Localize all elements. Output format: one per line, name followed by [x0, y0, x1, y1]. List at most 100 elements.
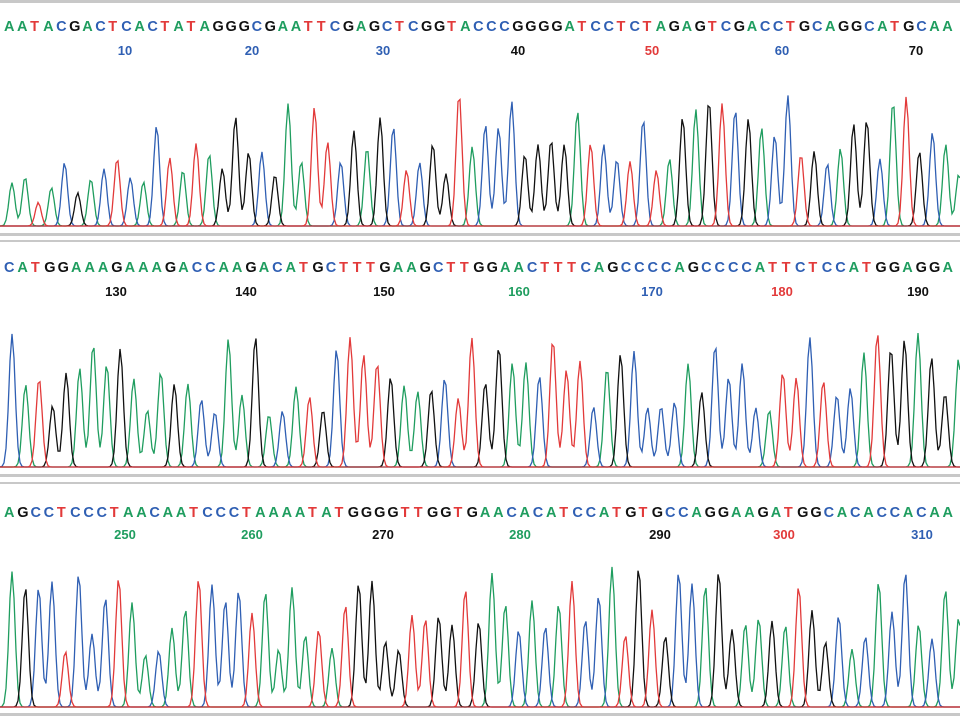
- trace-plot: [0, 566, 960, 708]
- base-call: T: [316, 19, 326, 35]
- base-call: T: [160, 19, 169, 35]
- base-call: A: [4, 505, 15, 521]
- base-call: A: [285, 260, 296, 276]
- base-call: C: [620, 260, 631, 276]
- base-call: A: [199, 19, 210, 35]
- base-call: A: [902, 505, 913, 521]
- panel-separator: [0, 474, 960, 477]
- base-call: G: [440, 505, 452, 521]
- base-call: T: [707, 19, 717, 35]
- base-call: A: [277, 19, 288, 35]
- base-call: A: [479, 505, 490, 521]
- base-call: A: [82, 19, 93, 35]
- base-call: A: [392, 260, 403, 276]
- base-call: C: [325, 260, 336, 276]
- base-call: C: [678, 505, 689, 521]
- base-call: A: [290, 19, 301, 35]
- base-call: C: [228, 505, 239, 521]
- position-tick: 70: [908, 43, 924, 58]
- base-call: G: [69, 19, 81, 35]
- position-tick: 50: [644, 43, 660, 58]
- base-call: G: [757, 505, 769, 521]
- base-call: G: [312, 260, 324, 276]
- base-call: T: [241, 505, 251, 521]
- base-call: G: [551, 19, 563, 35]
- base-call: C: [83, 505, 94, 521]
- base-call: T: [56, 505, 66, 521]
- base-call: G: [888, 260, 900, 276]
- base-call: G: [538, 19, 550, 35]
- base-call: A: [17, 19, 28, 35]
- base-call: A: [17, 260, 28, 276]
- base-call: T: [567, 260, 576, 276]
- base-call: A: [43, 19, 54, 35]
- base-call: T: [642, 19, 652, 35]
- base-call: C: [473, 19, 484, 35]
- base-call: T: [638, 505, 648, 521]
- base-call: C: [714, 260, 725, 276]
- base-call: T: [577, 19, 586, 35]
- base-call: G: [17, 505, 29, 521]
- base-call: C: [526, 260, 537, 276]
- base-call: A: [173, 19, 184, 35]
- base-call: A: [138, 260, 149, 276]
- base-call: C: [95, 19, 106, 35]
- base-call: C: [634, 260, 645, 276]
- trace-C: [0, 574, 960, 708]
- base-call: A: [848, 260, 859, 276]
- base-call: A: [655, 19, 666, 35]
- base-call: C: [835, 260, 846, 276]
- base-call: T: [446, 260, 455, 276]
- base-call: C: [741, 260, 752, 276]
- base-call: A: [770, 505, 781, 521]
- base-call: T: [862, 260, 871, 276]
- base-call: G: [360, 505, 372, 521]
- base-call: G: [875, 260, 887, 276]
- base-call: C: [191, 260, 202, 276]
- base-call: G: [717, 505, 729, 521]
- base-call: G: [421, 19, 432, 35]
- base-call: A: [162, 505, 173, 521]
- base-call: T: [559, 505, 568, 521]
- position-tick: 300: [773, 527, 795, 542]
- base-call: T: [453, 505, 462, 521]
- position-tick: 20: [244, 43, 260, 58]
- base-call: C: [56, 19, 67, 35]
- base-call: A: [942, 505, 953, 521]
- trace-T: [0, 580, 960, 708]
- base-call: G: [625, 505, 637, 521]
- base-call: T: [785, 19, 795, 35]
- base-call: G: [225, 19, 237, 35]
- base-call: G: [687, 260, 699, 276]
- position-tick: 250: [114, 527, 136, 542]
- base-call: A: [564, 19, 575, 35]
- base-call: C: [876, 505, 887, 521]
- base-call: G: [838, 19, 849, 35]
- base-call: G: [798, 19, 810, 35]
- base-call: T: [352, 260, 362, 276]
- base-call: G: [427, 505, 438, 521]
- panel-separator: [0, 240, 960, 242]
- base-call: A: [744, 505, 755, 521]
- base-call: A: [136, 505, 147, 521]
- base-call: G: [368, 19, 380, 35]
- base-call: A: [134, 19, 145, 35]
- base-call: C: [329, 19, 340, 35]
- base-call: T: [303, 19, 313, 35]
- base-call: G: [245, 260, 257, 276]
- base-call: A: [598, 505, 609, 521]
- base-call: A: [746, 19, 757, 35]
- base-call: C: [506, 505, 517, 521]
- bottom-border: [0, 713, 960, 716]
- base-call: T: [400, 505, 410, 521]
- base-call: T: [394, 19, 404, 35]
- base-call: C: [720, 19, 731, 35]
- base-call: A: [97, 260, 108, 276]
- base-call: A: [691, 505, 702, 521]
- base-call: A: [929, 505, 940, 521]
- base-call: G: [379, 260, 391, 276]
- position-tick: 60: [774, 43, 790, 58]
- base-call: G: [851, 19, 862, 35]
- base-call: C: [811, 19, 823, 35]
